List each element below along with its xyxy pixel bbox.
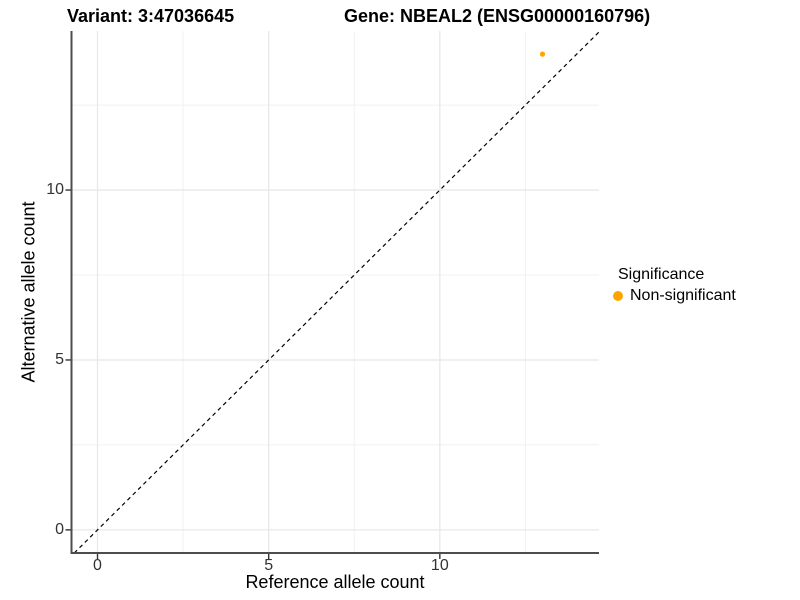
legend: Significance Non-significant (611, 266, 736, 305)
legend-item-non-significant: Non-significant (611, 287, 736, 305)
identity-dashed-line (73, 31, 600, 554)
y-axis-label: Alternative allele count (18, 201, 39, 383)
y-tick-label: 5 (55, 350, 64, 368)
plot-title-row: Variant: 3:47036645 Gene: NBEAL2 (ENSG00… (0, 6, 800, 30)
legend-item-label: Non-significant (630, 287, 736, 304)
x-tick-label: 0 (93, 557, 102, 574)
x-axis-label: Reference allele count (245, 572, 425, 592)
gene-title: Gene: NBEAL2 (ENSG00000160796) (344, 6, 651, 26)
legend-title: Significance (618, 266, 705, 283)
x-tick-label: 5 (264, 557, 274, 574)
data-point (539, 51, 546, 57)
legend-point-icon (613, 291, 623, 301)
variant-title: Variant: 3:47036645 (67, 6, 235, 26)
x-tick-label: 10 (430, 557, 449, 574)
y-tick-label: 0 (55, 520, 64, 538)
y-tick-label: 10 (46, 181, 64, 199)
